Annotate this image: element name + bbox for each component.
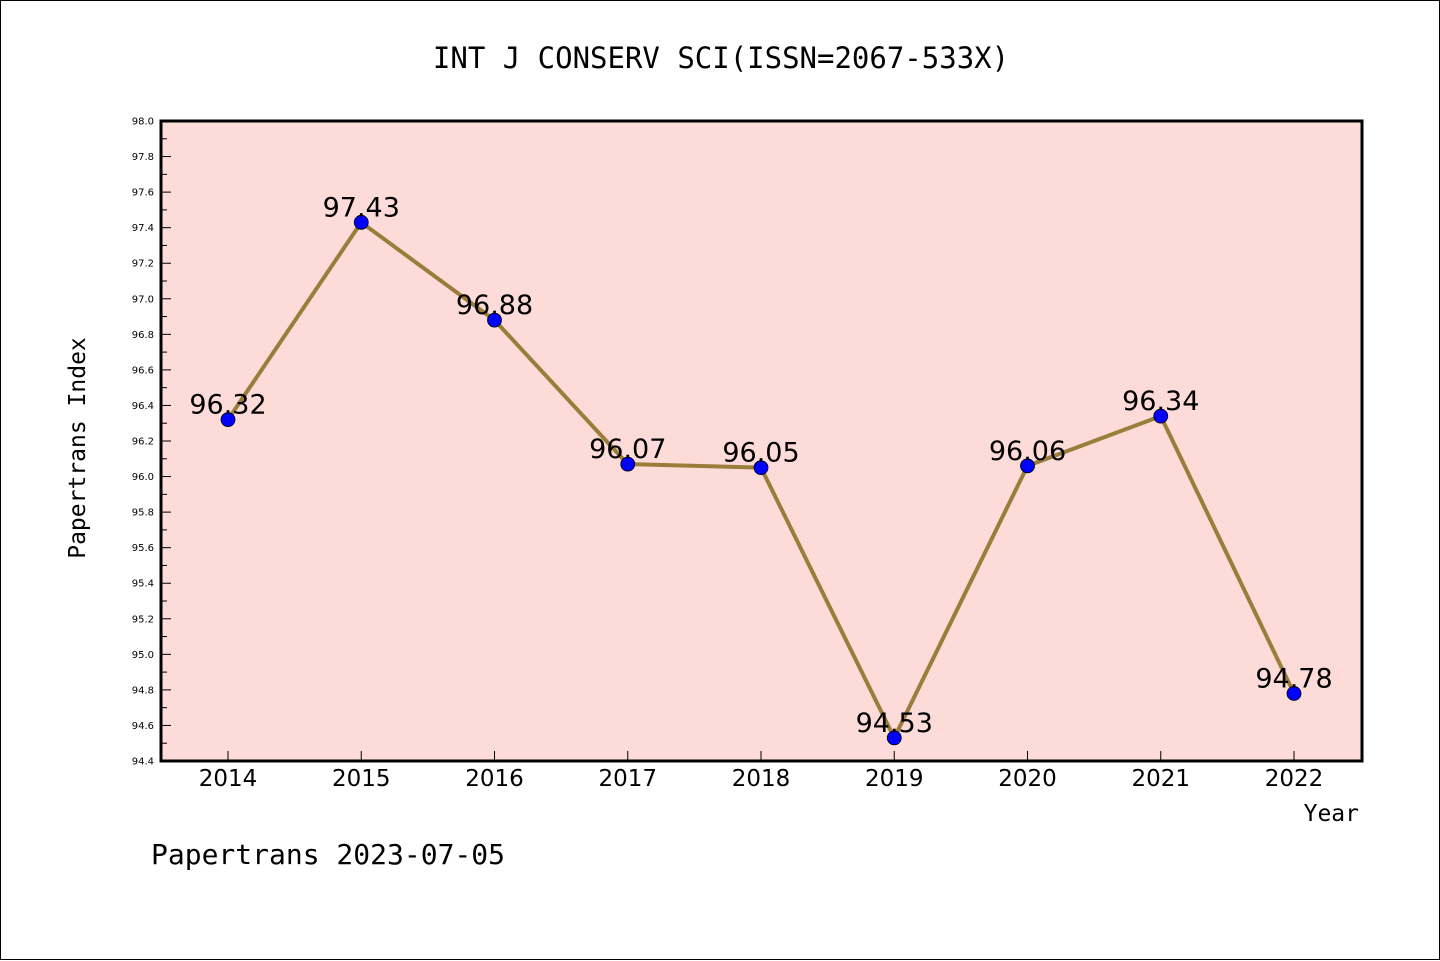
data-label: 94.53 [856, 708, 933, 739]
data-label: 94.78 [1255, 663, 1332, 694]
data-labels: 96.32 97.43 96.88 96.07 96.05 94.53 96.06 96.34… [189, 192, 1332, 739]
y-tick-label: 94.4 [132, 757, 154, 768]
y-tick-label: 94.6 [132, 721, 154, 732]
y-tick-label: 98.0 [132, 117, 154, 128]
x-tick-label: 2018 [732, 766, 791, 792]
data-point [1286, 686, 1302, 701]
x-tick-label: 2016 [465, 766, 524, 792]
y-tick-label: 96.2 [132, 437, 154, 448]
y-axis: 94.4 94.6 94.8 95.0 95.2 95.4 95.6 95.8 96.0 96.2… [132, 117, 171, 768]
y-tick-label: 97.6 [132, 188, 154, 199]
x-tick-label: 2017 [598, 766, 657, 792]
data-point [220, 412, 236, 428]
plot-border [159, 119, 1364, 763]
x-tick-label: 2022 [1265, 766, 1324, 792]
data-label: 96.05 [722, 438, 799, 469]
y-tick-label: 96.8 [132, 330, 154, 341]
data-label: 97.43 [323, 192, 400, 223]
x-tick-label: 2014 [199, 766, 258, 792]
data-point [886, 730, 902, 746]
data-label: 96.07 [589, 434, 666, 465]
y-tick-label: 97.0 [132, 294, 154, 305]
data-label: 96.88 [456, 290, 533, 321]
y-tick-label: 96.0 [132, 472, 154, 483]
data-label: 96.06 [989, 436, 1066, 467]
y-tick-label: 94.8 [132, 685, 154, 696]
y-tick-label: 95.0 [132, 650, 154, 661]
series-line [220, 214, 1302, 746]
data-point [353, 214, 369, 230]
y-tick-label: 95.8 [132, 508, 154, 519]
x-axis-label: Year [1304, 801, 1359, 827]
x-tick-label: 2021 [1131, 766, 1190, 792]
y-axis-label: Papertrans Index [65, 337, 91, 559]
chart-title: INT J CONSERV SCI(ISSN=2067-533X) [433, 41, 1009, 75]
y-tick-label: 96.6 [132, 365, 154, 376]
y-tick-label: 95.4 [132, 579, 154, 590]
y-tick-label: 97.2 [132, 259, 154, 270]
x-tick-label: 2015 [332, 766, 391, 792]
x-tick-label: 2019 [865, 766, 924, 792]
footer-text: Papertrans 2023-07-05 [151, 838, 505, 871]
data-point [1020, 458, 1035, 474]
data-label: 96.32 [189, 390, 266, 421]
y-tick-label: 95.6 [132, 543, 154, 554]
data-label: 96.34 [1122, 386, 1199, 417]
y-tick-label: 97.8 [132, 152, 154, 163]
data-point [753, 460, 769, 476]
data-point [487, 312, 502, 328]
y-tick-label: 96.4 [132, 401, 154, 412]
data-point [1153, 408, 1169, 424]
x-tick-label: 2020 [998, 766, 1057, 792]
y-tick-label: 97.4 [132, 223, 154, 234]
y-tick-label: 95.2 [132, 614, 154, 625]
x-axis: 2014 2015 2016 2017 2018 2019 2020 2021 2022 [199, 751, 1324, 792]
data-point [620, 456, 636, 472]
